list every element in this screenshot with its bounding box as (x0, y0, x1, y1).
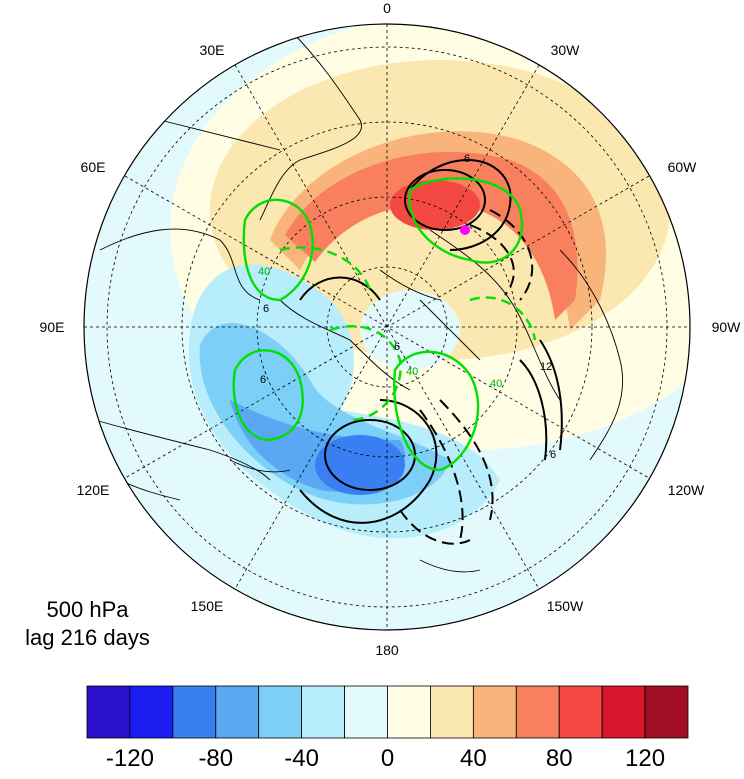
colorbar-tick-label: -40 (284, 745, 319, 772)
contour-label: 6 (550, 449, 556, 461)
lon-label-150w: 150W (547, 598, 584, 614)
contour-label: 6 (394, 341, 400, 353)
colorbar-swatch (601, 685, 646, 739)
lon-label-90w: 90W (712, 319, 742, 335)
colorbar-swatch (515, 685, 560, 739)
contour-label: 40 (490, 378, 502, 390)
colorbar-tick-label: 0 (380, 745, 395, 772)
green-contours (232, 177, 523, 472)
colorbar-tick-label: 80 (545, 745, 573, 772)
colorbar-swatch (258, 685, 303, 739)
colorbar-swatch (129, 685, 174, 739)
contour-label: 40 (258, 266, 270, 278)
colorbar-swatch (215, 685, 260, 739)
longitude-labels: 0 30W 60W 90W 120W 150W 180 150E 120E 90… (40, 0, 742, 658)
coastlines (94, 29, 624, 573)
green-dashed-contours (279, 246, 537, 422)
lon-label-180: 180 (375, 642, 399, 658)
lon-label-30e: 30E (200, 42, 225, 58)
colorbar-tick-label: 40 (459, 745, 487, 772)
contour-labels: 6 6 6 12 40 40 40 6 6 (258, 153, 556, 461)
lon-label-60e: 60E (81, 159, 106, 175)
lag-label: lag 216 days (25, 625, 150, 650)
lon-label-0: 0 (383, 0, 391, 16)
colorbar-swatch (644, 685, 689, 739)
colorbar-swatch (430, 685, 474, 739)
contour-label: 6 (464, 153, 470, 165)
colorbar-swatch (86, 685, 131, 739)
colorbar-swatch (301, 685, 345, 739)
colorbar (86, 685, 689, 739)
lon-label-120e: 120E (77, 482, 110, 498)
graticule (84, 24, 690, 630)
contour-label: 12 (540, 361, 552, 373)
colorbar-swatch (558, 685, 603, 739)
contour-label: 40 (406, 366, 418, 378)
colorbar-tick-label: -120 (105, 745, 154, 772)
colorbar-tick-label: -80 (198, 745, 234, 772)
lon-label-60w: 60W (668, 159, 698, 175)
colorbar-tick-label: 120 (625, 745, 666, 772)
colorbar-swatch (344, 685, 388, 739)
map-boundary (83, 23, 691, 631)
colorbar-swatch (172, 685, 217, 739)
lon-label-90e: 90E (40, 319, 65, 335)
colorbar-swatch (472, 685, 517, 739)
lon-label-150e: 150E (191, 598, 224, 614)
colorbar-swatch (387, 685, 431, 739)
lon-label-120w: 120W (668, 482, 705, 498)
shaded-anomaly-field (84, 24, 690, 630)
contour-label: 6 (260, 374, 266, 386)
location-marker (460, 225, 470, 235)
black-dashed-contours (399, 209, 534, 545)
contour-label: 6 (263, 303, 269, 315)
pressure-level-label: 500 hPa (46, 597, 129, 622)
lon-label-30w: 30W (551, 42, 581, 58)
